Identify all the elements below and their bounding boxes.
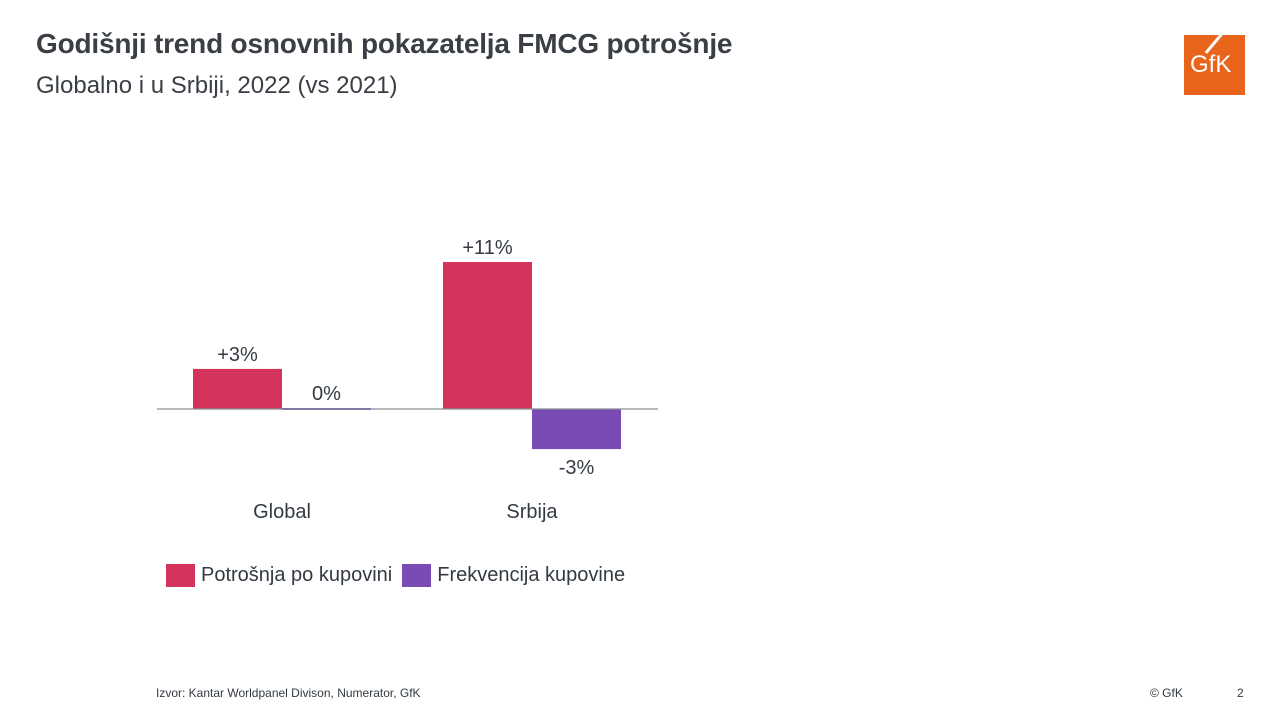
bar-global-series-1 — [193, 368, 282, 409]
chart-legend: Potrošnja po kupovini Frekvencija kupovi… — [166, 564, 635, 587]
bar-srbija-series-1 — [443, 262, 532, 409]
page-subtitle: Globalno i u Srbiji, 2022 (vs 2021) — [36, 72, 398, 99]
source-note: Izvor: Kantar Worldpanel Divison, Numera… — [156, 686, 421, 700]
legend-label-series-2: Frekvencija kupovine — [437, 564, 626, 586]
page-number: 2 — [1237, 686, 1244, 700]
category-label-srbija: Srbija — [506, 501, 558, 523]
legend-label-series-1: Potrošnja po kupovini — [201, 564, 393, 586]
copyright-note: © GfK — [1150, 686, 1183, 700]
category-label-global: Global — [253, 501, 311, 523]
legend-item-series-2: Frekvencija kupovine — [402, 564, 625, 587]
logo-text: GfK — [1190, 51, 1232, 78]
legend-swatch-series-1 — [166, 564, 195, 587]
data-label-global-series-1: +3% — [217, 344, 258, 366]
legend-swatch-series-2 — [402, 564, 432, 587]
gfk-logo: GfK — [1184, 35, 1245, 95]
data-label-srbija-series-2: -3% — [559, 457, 595, 479]
data-label-srbija-series-1: +11% — [462, 237, 512, 259]
page-title: Godišnji trend osnovnih pokazatelja FMCG… — [36, 28, 733, 59]
bar-srbija-series-2 — [532, 409, 621, 450]
legend-item-series-1: Potrošnja po kupovini — [166, 564, 392, 587]
data-label-global-series-2: 0% — [312, 383, 341, 405]
